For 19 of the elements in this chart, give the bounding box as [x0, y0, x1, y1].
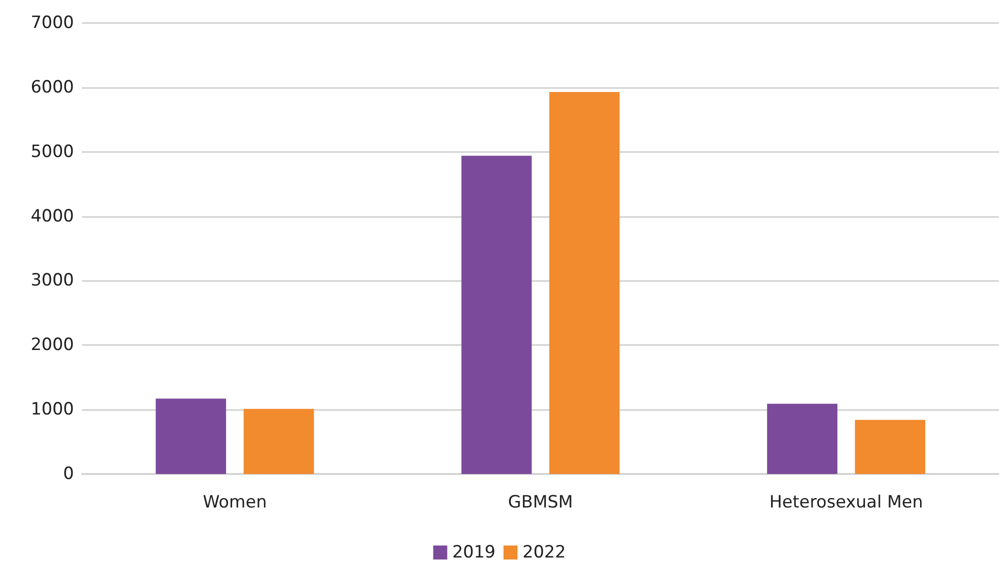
y-tick-label: 3000 — [30, 270, 74, 291]
y-tick-label: 2000 — [30, 335, 74, 356]
y-tick-label: 0 — [63, 464, 74, 484]
bar — [156, 398, 226, 474]
y-tick-label: 1000 — [30, 400, 74, 420]
x-tick-label: Women — [202, 492, 267, 512]
y-tick-label: 5000 — [30, 142, 74, 162]
legend-label: 2022 — [522, 542, 566, 562]
bar — [461, 156, 532, 474]
bar — [244, 408, 314, 474]
bar — [854, 420, 926, 474]
x-tick-label: GBMSM — [508, 492, 573, 512]
bar — [549, 92, 620, 474]
legend-label: 2019 — [452, 542, 496, 562]
y-tick-label: 6000 — [30, 77, 74, 98]
y-tick-label: 7000 — [30, 13, 74, 33]
bar — [767, 404, 838, 474]
y-tick-label: 4000 — [30, 206, 74, 226]
x-tick-label: Heterosexual Men — [769, 492, 924, 512]
